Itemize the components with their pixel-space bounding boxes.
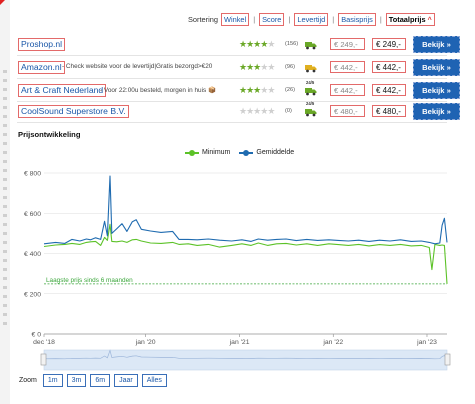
x-tick-label: dec '18	[33, 339, 55, 346]
price-history-chart: € 0 € 200 € 400 € 600 € 800 dec '18 jan '20 jan…	[24, 171, 451, 371]
delivery-badge: 24/5	[306, 101, 315, 106]
lowest-price-label: Laagste prijs sinds 6 maanden	[46, 277, 133, 284]
zoom-button-1m[interactable]: 1m	[42, 374, 63, 387]
shop-info: - Voor 22:00u besteld, morgen in huis 📦	[100, 87, 216, 94]
total-price: € 442,-	[372, 84, 406, 96]
y-tick-label: € 400	[24, 251, 41, 258]
delivery-truck-icon	[305, 65, 317, 73]
y-tick-label: € 600	[24, 211, 41, 218]
base-price: € 249,-	[330, 38, 365, 50]
sort-option-basisprijs[interactable]: Basisprijs	[338, 13, 376, 26]
sort-bar: Sortering Winkel | Score | Levertijd | B…	[188, 13, 435, 26]
sort-option-winkel[interactable]: Winkel	[221, 13, 250, 26]
delivery-truck-icon	[305, 88, 317, 96]
base-price: € 442,-	[330, 84, 365, 96]
legend-label-minimum: Minimum	[202, 149, 231, 156]
sort-option-totaalprijs[interactable]: Totaalprijs ^	[385, 13, 435, 26]
sort-separator: |	[379, 15, 382, 24]
sort-option-score[interactable]: Score	[259, 13, 285, 26]
rating-stars: ★★★★★	[239, 62, 275, 72]
chart-legend: Minimum Gemiddelde	[185, 149, 303, 156]
x-tick-label: jan '22	[322, 339, 343, 346]
offer-row: Proshop.nl ★★★★★ (156) € 249,- € 249,- Bekijk…	[17, 34, 460, 56]
legend-label-gemiddelde: Gemiddelde	[256, 149, 295, 156]
x-tick-label: jan '23	[416, 339, 437, 346]
y-tick-label: € 800	[24, 171, 41, 178]
base-price: € 480,-	[330, 105, 365, 117]
series-line-gemiddelde	[43, 175, 448, 245]
navigator-handle-right[interactable]	[444, 353, 451, 366]
offer-row: Amazon.nl - Check website voor de leverti…	[17, 57, 460, 79]
rating-stars: ★★★★★	[239, 39, 275, 49]
y-tick-label: € 200	[24, 291, 41, 298]
x-tick-label: jan '20	[135, 339, 156, 346]
shop-link[interactable]: CoolSound Superstore B.V.	[18, 105, 129, 118]
review-count: (96)	[285, 64, 295, 70]
shop-link[interactable]: Proshop.nl	[18, 38, 66, 51]
navigator-series	[43, 349, 448, 360]
legend-item-minimum[interactable]: Minimum	[185, 149, 230, 156]
view-offer-button[interactable]: Bekijk »	[413, 59, 460, 76]
sort-separator: |	[288, 15, 291, 24]
view-offer-button[interactable]: Bekijk »	[413, 82, 460, 99]
zoom-label: Zoom	[19, 377, 37, 384]
left-margin-strip	[0, 0, 10, 404]
sort-direction-indicator: ^	[427, 17, 432, 24]
view-offer-button[interactable]: Bekijk »	[413, 36, 460, 53]
review-count: (0)	[285, 108, 292, 114]
review-count: (156)	[285, 41, 299, 47]
shop-link[interactable]: Amazon.nl	[18, 61, 65, 74]
total-price: € 442,-	[372, 61, 406, 73]
y-tick-label: € 0	[32, 332, 42, 339]
shop-link[interactable]: Art & Craft Nederland	[18, 84, 107, 97]
delivery-truck-icon	[305, 109, 317, 117]
offer-row: Art & Craft Nederland - Voor 22:00u beste…	[17, 80, 460, 102]
view-offer-button[interactable]: Bekijk »	[413, 103, 460, 120]
corner-marker	[0, 0, 5, 5]
zoom-button-6m[interactable]: 6m	[90, 374, 111, 387]
dotted-guide	[3, 70, 7, 330]
offer-row: CoolSound Superstore B.V. ★★★★★ (0) 24/5 € 4…	[17, 101, 460, 123]
delivery-badge: 24/5	[306, 80, 315, 85]
sort-separator: |	[253, 15, 256, 24]
sort-separator: |	[332, 15, 335, 24]
zoom-button-3m[interactable]: 3m	[66, 374, 87, 387]
zoom-button-alles[interactable]: Alles	[141, 374, 167, 387]
x-tick-label: jan '21	[229, 339, 250, 346]
legend-item-gemiddelde[interactable]: Gemiddelde	[239, 149, 294, 156]
base-price: € 442,-	[330, 61, 365, 73]
legend-swatch-gemiddelde	[239, 149, 254, 156]
zoom-controls: Zoom 1m 3m 6m Jaar Alles	[19, 374, 171, 387]
rating-stars: ★★★★★	[239, 106, 275, 116]
review-count: (26)	[285, 87, 295, 93]
total-price: € 249,-	[372, 38, 406, 50]
series-line-minimum	[43, 223, 448, 284]
navigator-handle-left[interactable]	[40, 353, 47, 366]
rating-stars: ★★★★★	[239, 85, 275, 95]
price-history-title: Prijsontwikkeling	[18, 130, 81, 139]
total-price: € 480,-	[372, 105, 406, 117]
legend-swatch-minimum	[185, 149, 199, 156]
sort-option-totaalprijs-label: Totaalprijs	[388, 15, 426, 24]
sort-label: Sortering	[188, 15, 218, 24]
sort-option-levertijd[interactable]: Levertijd	[294, 13, 329, 26]
shop-info: - Check website voor de levertijd|Gratis…	[62, 63, 213, 70]
delivery-truck-icon	[305, 42, 317, 50]
navigator-range[interactable]	[43, 349, 448, 371]
zoom-button-jaar[interactable]: Jaar	[114, 374, 138, 387]
